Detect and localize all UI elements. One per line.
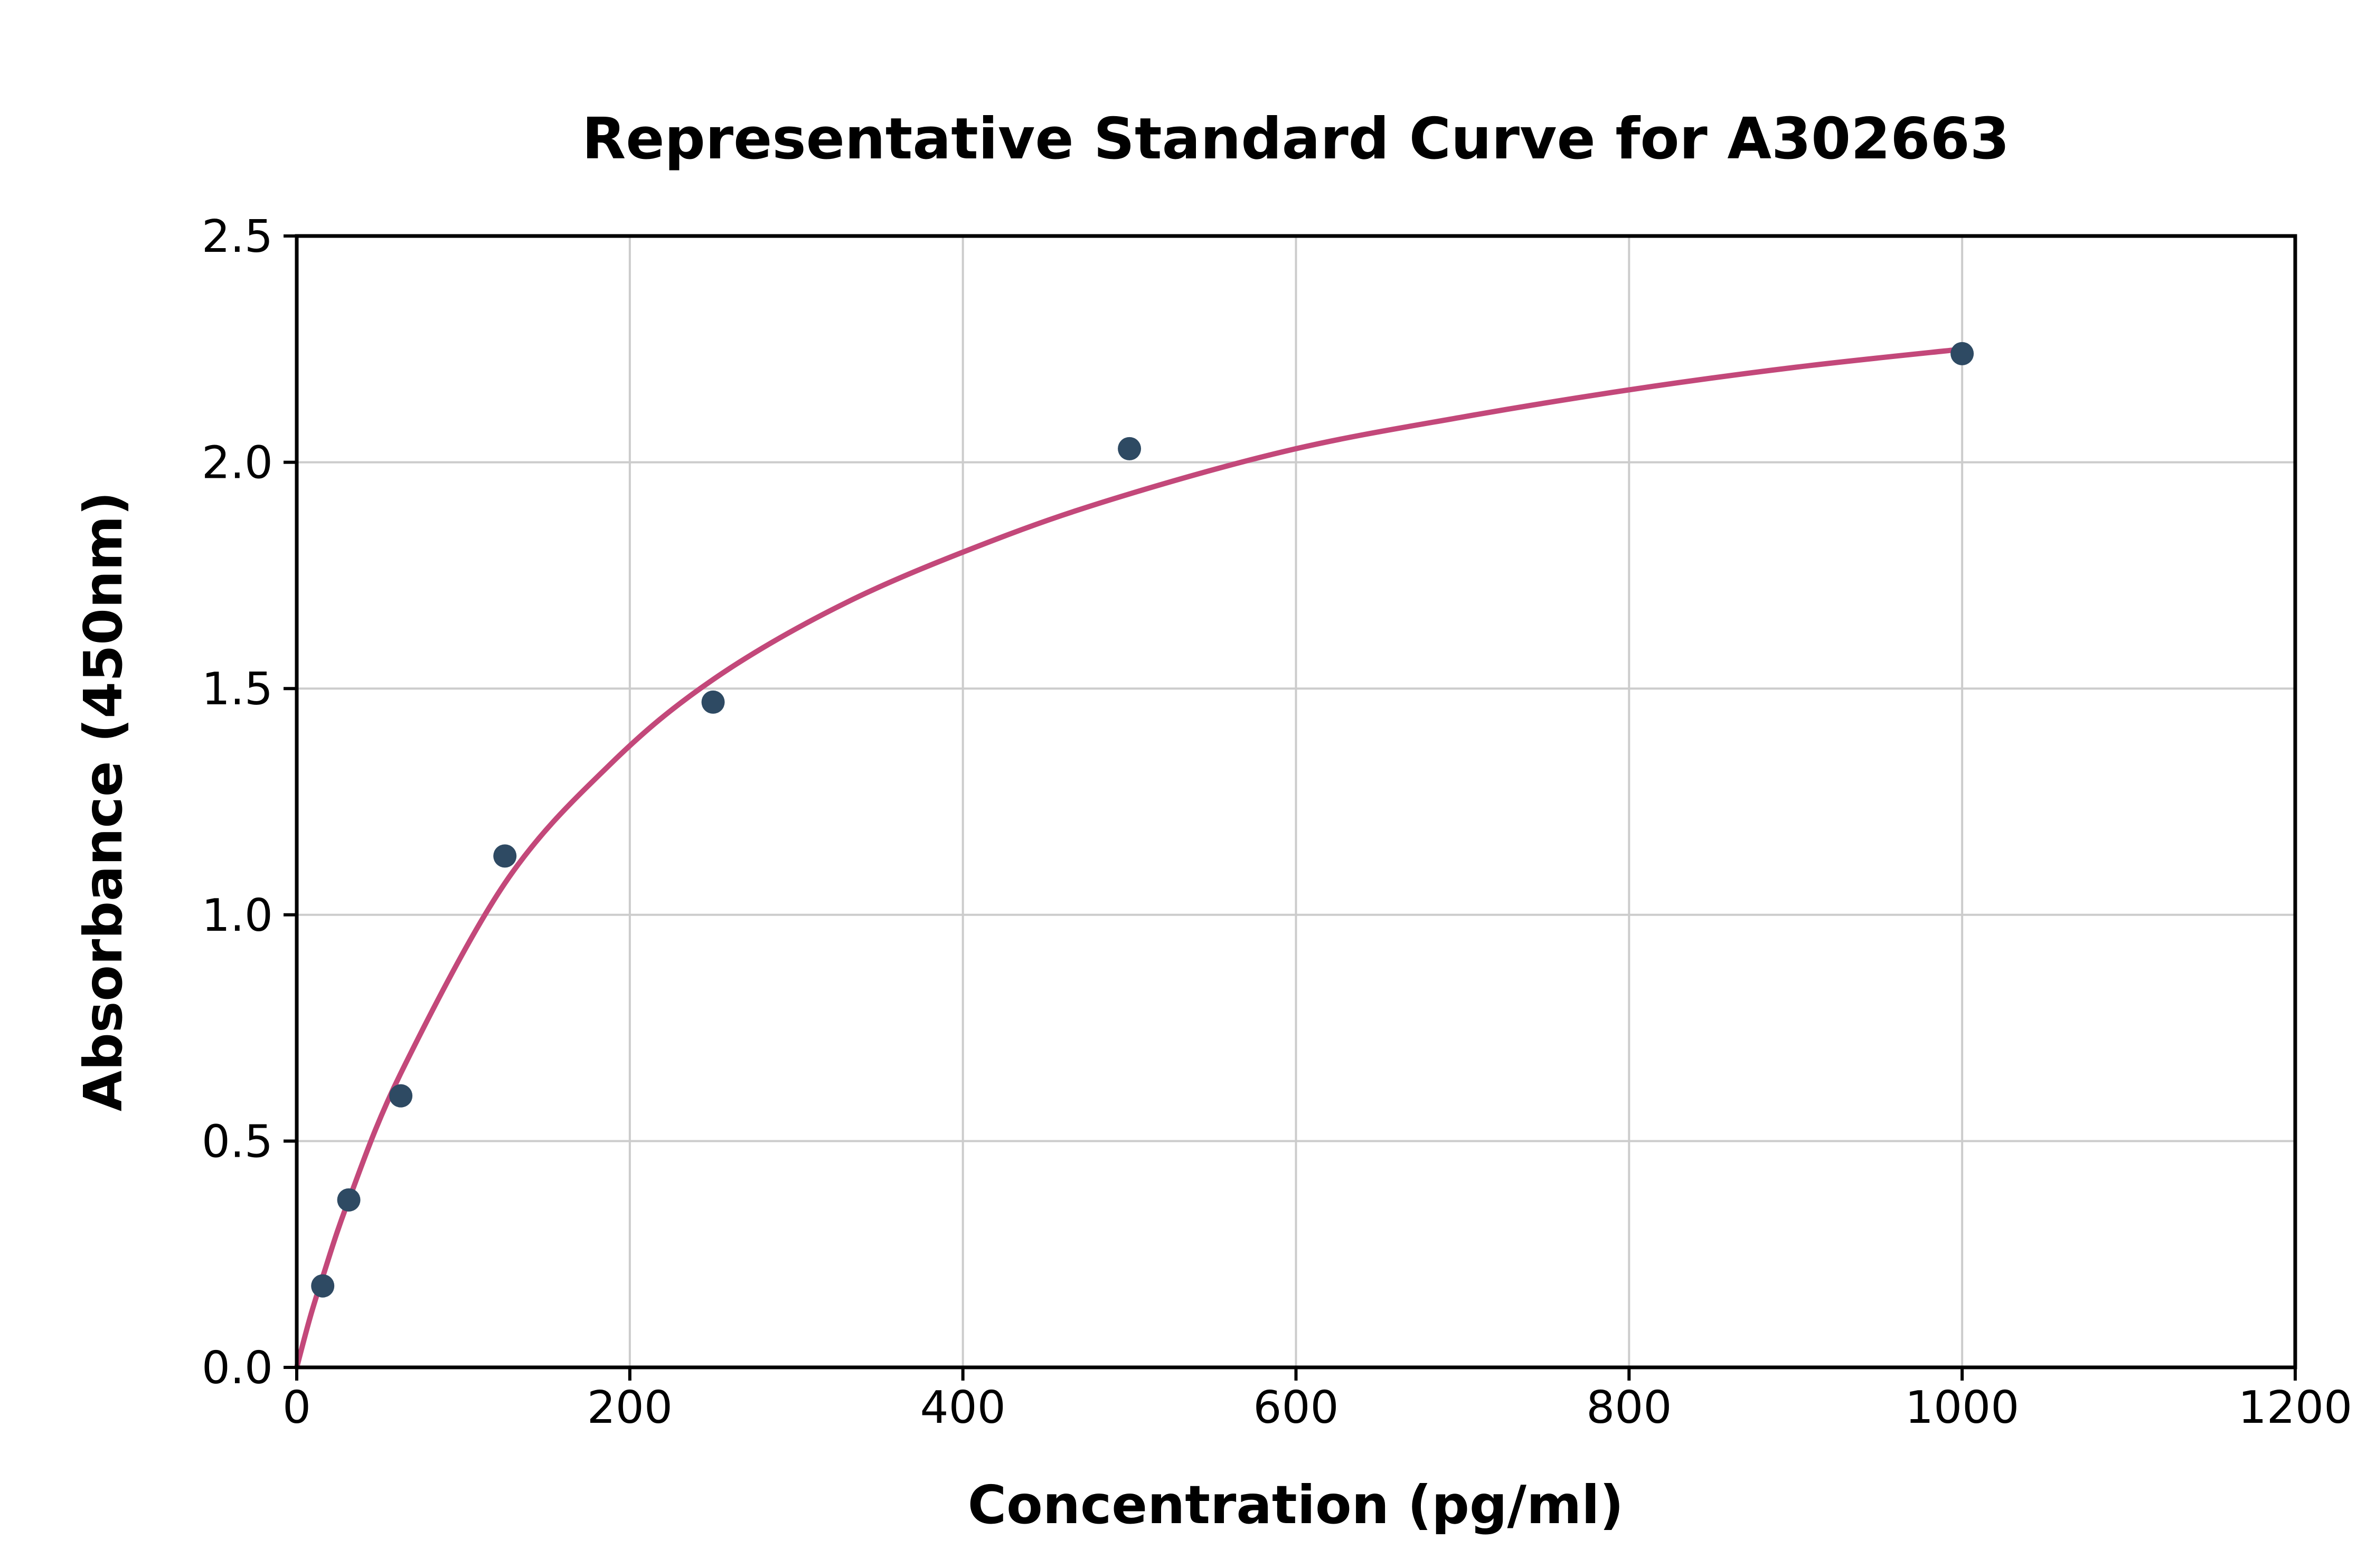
data-point — [1118, 437, 1142, 460]
y-tick-label: 1.5 — [202, 663, 273, 715]
y-axis-label: Absorbance (450nm) — [72, 492, 134, 1111]
x-tick-label: 1000 — [1905, 1382, 2019, 1434]
y-tick-label: 2.0 — [202, 437, 273, 489]
x-tick-label: 0 — [282, 1382, 311, 1434]
x-tick-label: 1200 — [2238, 1382, 2352, 1434]
x-tick-label: 400 — [920, 1382, 1006, 1434]
data-point — [389, 1084, 413, 1108]
y-tick-label: 0.0 — [202, 1342, 273, 1394]
axes-layer: 0 200 400 600 800 1000 1200 0.0 0.5 1.0 1.5 2.0 2.5 — [202, 211, 2352, 1434]
data-point — [1950, 342, 1974, 365]
x-axis-label: Concentration (pg/ml) — [968, 1474, 1624, 1536]
x-tick-label: 600 — [1253, 1382, 1338, 1434]
data-point — [337, 1188, 361, 1212]
y-tick-label: 1.0 — [202, 890, 273, 942]
x-tick-label: 800 — [1586, 1382, 1672, 1434]
x-tick-label: 200 — [587, 1382, 673, 1434]
curve-layer — [294, 346, 1965, 1370]
chart-title: Representative Standard Curve for A30266… — [582, 106, 2010, 172]
grid-layer — [296, 235, 2296, 1368]
points-layer — [311, 342, 1974, 1298]
y-tick-label: 0.5 — [202, 1116, 273, 1168]
data-point — [311, 1274, 335, 1298]
data-point — [493, 844, 517, 868]
y-tick-label: 2.5 — [202, 211, 273, 263]
fit-curve — [294, 346, 1965, 1370]
data-point — [701, 690, 725, 714]
